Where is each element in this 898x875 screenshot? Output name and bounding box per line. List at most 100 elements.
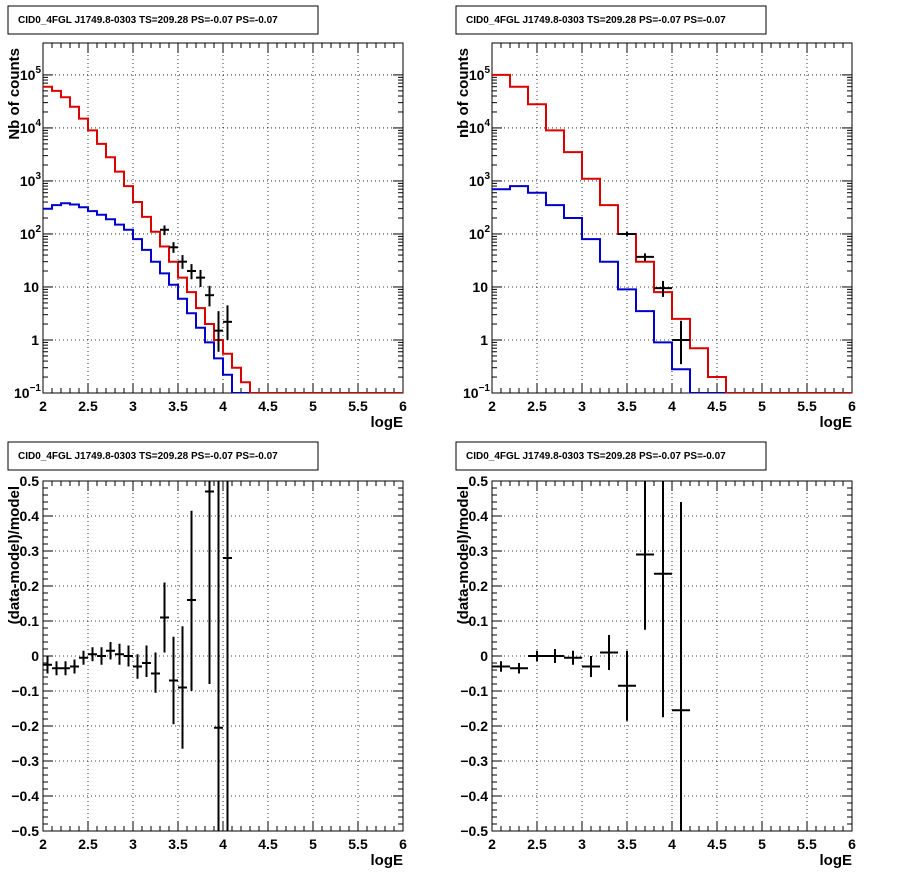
data-point [672,502,690,831]
x-tick-label: 4 [219,398,227,414]
x-tick-label: 5 [758,836,766,852]
x-tick-label: 2.5 [527,836,547,852]
x-tick-label: 2.5 [78,398,98,414]
y-tick-mantissa: 10 [469,67,485,83]
x-tick-label: 3.5 [168,398,188,414]
y-tick-label: 0 [31,648,39,664]
x-tick-label: 3.5 [617,398,637,414]
data-layer [43,85,403,393]
y-tick-mantissa: 10 [469,226,485,242]
data-point [214,311,223,352]
y-tick-mantissa: 10 [14,385,30,401]
y-tick-label: −0.2 [11,718,39,734]
y-tick-mantissa: 1 [31,332,39,348]
y-tick-mantissa: 10 [20,226,36,242]
grid-lines [492,43,852,393]
data-point [160,225,169,236]
data-point [160,582,169,653]
x-tick-label: 6 [848,398,856,414]
data-point [178,255,187,269]
data-point [492,661,510,672]
y-tick-mantissa: 10 [472,279,488,295]
title-box [7,441,319,471]
title-box [7,5,319,35]
series-line-0 [492,185,852,393]
y-tick-label: 0.2 [20,578,40,594]
data-point [178,626,187,749]
x-tick-label: 4 [668,836,676,852]
y-tick-label: −0.1 [11,683,39,699]
y-tick-label: 1 [31,332,39,348]
y-tick-label: −0.3 [460,753,488,769]
y-tick-label: 0.3 [469,543,489,559]
data-layer [492,481,690,831]
x-tick-label: 2.5 [527,398,547,414]
data-point [672,320,690,365]
data-point [510,663,528,674]
data-point [142,645,151,677]
data-point [636,253,654,261]
x-tick-label: 5 [309,836,317,852]
data-point [79,650,88,665]
data-point [169,636,178,725]
y-tick-label: 105 [469,65,491,83]
data-point [636,481,654,630]
y-tick-label: −0.5 [11,823,39,839]
x-axis-title: logE [371,852,404,869]
data-point [223,481,232,831]
x-tick-label: 5.5 [348,836,368,852]
data-point [106,642,115,660]
x-tick-label: 4.5 [258,398,278,414]
y-tick-exponent: −1 [479,383,491,394]
x-tick-label: 4.5 [707,398,727,414]
data-point [582,656,600,677]
data-point [528,650,546,662]
x-tick-label: 6 [399,398,407,414]
data-point [115,643,124,665]
x-tick-label: 4.5 [707,836,727,852]
data-point [223,305,232,340]
y-axis: −0.5 −0.4 −0.3 −0.2 −0.1 0 0.1 0.2 0.3 0.4 0.5 [11,473,403,839]
y-tick-label: 0.1 [20,613,40,629]
x-axis-title: logE [371,414,404,431]
data-point [124,645,133,667]
y-axis: −0.5 −0.4 −0.3 −0.2 −0.1 0 0.1 0.2 0.3 0.4 0.5 [460,473,852,839]
data-point [187,264,196,280]
y-tick-exponent: 4 [484,118,490,129]
x-tick-label: 5.5 [797,398,817,414]
y-tick-label: 1 [480,332,488,348]
y-tick-label: 0 [480,648,488,664]
y-tick-label: 102 [469,224,491,242]
y-tick-mantissa: 10 [463,385,479,401]
series-points-0 [43,481,232,831]
data-point [88,647,97,662]
series-points-2 [618,231,690,365]
chart-panel-2: 2 2.5 3 3.5 4 4.5 5 5.5 610−1110102103104105logE… [455,5,856,431]
x-tick-label: 3 [578,836,586,852]
data-point [546,649,564,663]
data-point [169,242,178,253]
chart-title: CID0_4FGL J1749.8-0303 TS=209.28 PS=-0.0… [18,451,278,462]
x-axis-title: logE [820,852,853,869]
y-axis-title: (data-model)/model [6,486,23,624]
y-tick-label: 102 [20,224,42,242]
data-point [205,481,214,684]
x-axis: 2 2.5 3 3.5 4 4.5 5 5.5 6 [488,481,856,852]
series-points-2 [160,225,232,352]
data-point [52,661,61,676]
y-tick-exponent: 4 [35,118,41,129]
x-tick-label: 4 [668,398,676,414]
y-tick-mantissa: 10 [469,120,485,136]
chart-panel-4: 2 2.5 3 3.5 4 4.5 5 5.5 6 −0.5 −0.4 −0.3 −0.2 −0.1 0 0.… [455,441,856,869]
y-tick-label: 0.4 [20,508,40,524]
y-tick-label: 104 [20,118,42,136]
y-tick-label: 103 [20,171,42,189]
chart-title: CID0_4FGL J1749.8-0303 TS=209.28 PS=-0.0… [18,15,278,26]
y-axis-title: Nb of counts [6,48,23,140]
x-tick-label: 5.5 [797,836,817,852]
y-tick-label: 10 [23,279,39,295]
series-line-1 [492,73,852,393]
y-tick-mantissa: 10 [20,67,36,83]
